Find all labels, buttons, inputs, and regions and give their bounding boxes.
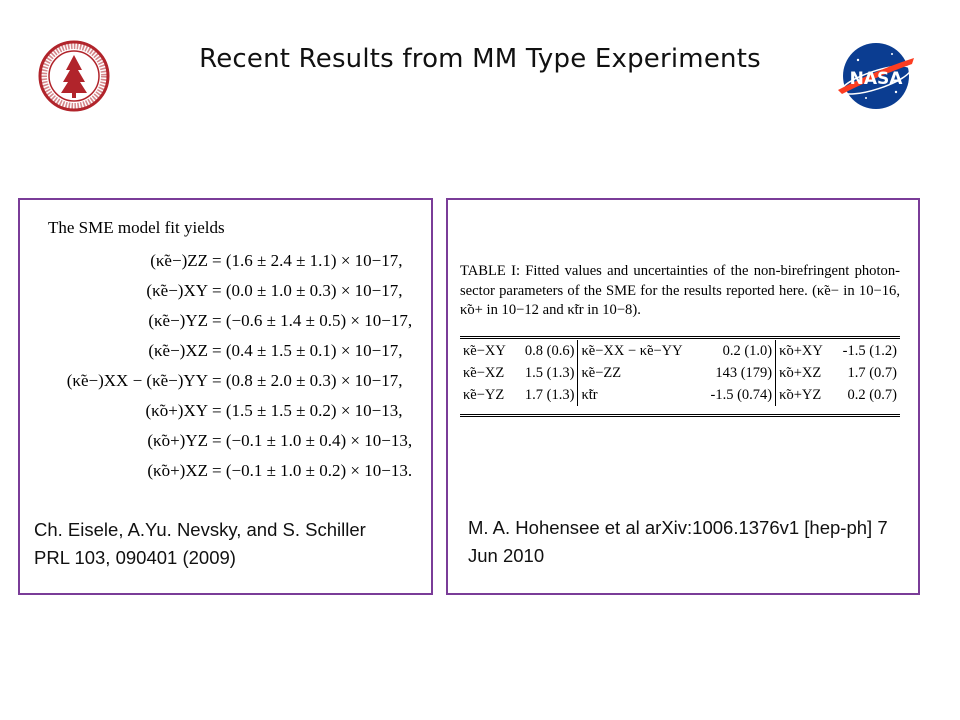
table-cell: -1.5 (0.74) bbox=[710, 386, 773, 403]
table-row: κ̃e−XZ 1.5 (1.3) κ̃e−ZZ 143 (179) κ̃o+XZ… bbox=[460, 362, 900, 384]
table-cell: 1.5 (1.3) bbox=[524, 364, 575, 381]
table-cell: 143 (179) bbox=[715, 364, 773, 381]
table-top-rule-2 bbox=[460, 338, 900, 339]
table-cell: κ̃e−YZ bbox=[463, 386, 505, 403]
slide-title: Recent Results from MM Type Experiments bbox=[199, 44, 761, 74]
equation-row: (κ̃o+)XZ = (−0.1 ± 1.0 ± 0.2) × 10−13. bbox=[30, 456, 420, 486]
equation-row: (κ̃e−)YZ = (−0.6 ± 1.4 ± 0.5) × 10−17, bbox=[30, 306, 420, 336]
stanford-seal-logo bbox=[38, 40, 110, 112]
equation-rhs: = (−0.1 ± 1.0 ± 0.2) × 10−13. bbox=[212, 461, 413, 480]
right-result-panel: TABLE I: Fitted values and uncertainties… bbox=[446, 198, 920, 595]
equation-row: (κ̃e−)XY = (0.0 ± 1.0 ± 0.3) × 10−17, bbox=[30, 276, 420, 306]
table-caption: TABLE I: Fitted values and uncertainties… bbox=[460, 263, 900, 318]
fit-heading: The SME model fit yields bbox=[48, 218, 225, 237]
table-cell: -1.5 (1.2) bbox=[842, 342, 897, 359]
table-row: κ̃e−YZ 1.7 (1.3) κ̃tr -1.5 (0.74) κ̃o+YZ… bbox=[460, 384, 900, 406]
table-cell: κ̃o+YZ bbox=[775, 384, 833, 406]
equation-row: (κ̃o+)XY = (1.5 ± 1.5 ± 0.2) × 10−13, bbox=[30, 396, 420, 426]
table-bottom-rule-2 bbox=[460, 416, 900, 417]
equation-lhs: (κ̃o+)XZ bbox=[147, 461, 208, 480]
equation-lhs: (κ̃o+)XY bbox=[145, 401, 208, 420]
table-cell: κ̃o+XY bbox=[775, 340, 833, 362]
equation-list: (κ̃e−)ZZ = (1.6 ± 2.4 ± 1.1) × 10−17, (κ… bbox=[30, 246, 420, 486]
equation-lhs: (κ̃e−)XY bbox=[146, 281, 208, 300]
equation-lhs: (κ̃e−)XX − (κ̃e−)YY bbox=[66, 371, 208, 390]
equation-rhs: = (0.0 ± 1.0 ± 0.3) × 10−17, bbox=[212, 281, 403, 300]
table-cell: 0.8 (0.6) bbox=[524, 342, 575, 359]
right-reference: M. A. Hohensee et al arXiv:1006.1376v1 [… bbox=[468, 517, 888, 566]
equation-rhs: = (1.5 ± 1.5 ± 0.2) × 10−13, bbox=[212, 401, 403, 420]
nasa-logo: NASA bbox=[836, 40, 916, 112]
equation-row: (κ̃e−)XX − (κ̃e−)YY = (0.8 ± 2.0 ± 0.3) … bbox=[30, 366, 420, 396]
equation-row: (κ̃e−)XZ = (0.4 ± 1.5 ± 0.1) × 10−17, bbox=[30, 336, 420, 366]
table-cell: κ̃o+XZ bbox=[775, 362, 833, 384]
table-cell: κ̃e−ZZ bbox=[577, 362, 700, 384]
svg-text:NASA: NASA bbox=[850, 69, 904, 89]
equation-lhs: (κ̃o+)YZ bbox=[147, 431, 208, 450]
results-table: κ̃e−XY 0.8 (0.6) κ̃e−XX − κ̃e−YY 0.2 (1.… bbox=[460, 340, 900, 406]
equation-rhs: = (−0.6 ± 1.4 ± 0.5) × 10−17, bbox=[212, 311, 413, 330]
equation-rhs: = (0.8 ± 2.0 ± 0.3) × 10−17, bbox=[212, 371, 403, 390]
table-cell: 0.2 (0.7) bbox=[847, 386, 897, 403]
equation-lhs: (κ̃e−)ZZ bbox=[150, 251, 208, 270]
table-cell: κ̃e−XX − κ̃e−YY bbox=[577, 340, 700, 362]
table-top-rule bbox=[460, 336, 900, 337]
table-row: κ̃e−XY 0.8 (0.6) κ̃e−XX − κ̃e−YY 0.2 (1.… bbox=[460, 340, 900, 362]
table-cell: 0.2 (1.0) bbox=[722, 342, 773, 359]
equation-rhs: = (1.6 ± 2.4 ± 1.1) × 10−17, bbox=[212, 251, 403, 270]
equation-row: (κ̃o+)YZ = (−0.1 ± 1.0 ± 0.4) × 10−13, bbox=[30, 426, 420, 456]
equation-lhs: (κ̃e−)XZ bbox=[148, 341, 208, 360]
table-cell: 1.7 (0.7) bbox=[847, 364, 897, 381]
table-cell: κ̃tr bbox=[577, 384, 700, 406]
left-result-panel: The SME model fit yields (κ̃e−)ZZ = (1.6… bbox=[18, 198, 433, 595]
equation-lhs: (κ̃e−)YZ bbox=[148, 311, 208, 330]
table-bottom-rule bbox=[460, 414, 900, 415]
table-cell: κ̃e−XY bbox=[463, 342, 506, 359]
equation-row: (κ̃e−)ZZ = (1.6 ± 2.4 ± 1.1) × 10−17, bbox=[30, 246, 420, 276]
equation-rhs: = (0.4 ± 1.5 ± 0.1) × 10−17, bbox=[212, 341, 403, 360]
table-cell: 1.7 (1.3) bbox=[524, 386, 575, 403]
table-cell: κ̃e−XZ bbox=[463, 364, 505, 381]
left-reference: Ch. Eisele, A.Yu. Nevsky, and S. Schille… bbox=[34, 519, 366, 568]
equation-rhs: = (−0.1 ± 1.0 ± 0.4) × 10−13, bbox=[212, 431, 413, 450]
